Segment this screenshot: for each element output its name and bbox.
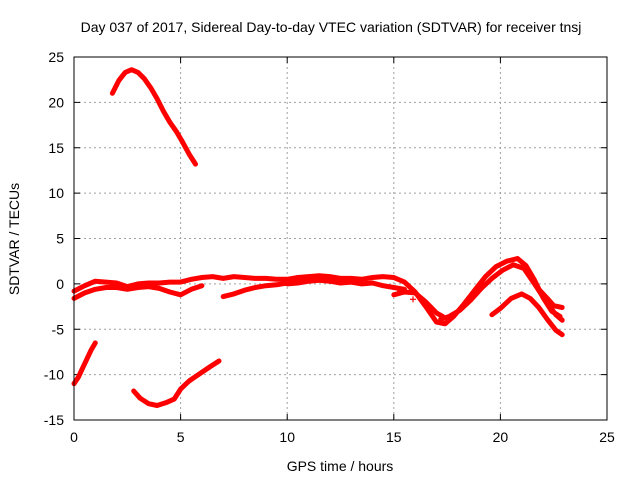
series-band-22-23-upper bbox=[536, 286, 565, 310]
data-point-marker bbox=[397, 288, 404, 295]
data-traces bbox=[71, 67, 565, 408]
series-band-10-15 bbox=[284, 277, 407, 292]
y-tick-label: -15 bbox=[44, 412, 64, 428]
y-tick-label: 25 bbox=[48, 49, 64, 65]
y-tick-label: 15 bbox=[48, 140, 64, 156]
y-tick-label: 0 bbox=[56, 276, 64, 292]
series-band-15-17 bbox=[391, 289, 446, 319]
y-tick-labels: -15 -10 -5 0 5 10 15 20 25 bbox=[44, 49, 64, 428]
x-tick-labels: 0 5 10 15 20 25 bbox=[70, 429, 615, 445]
series-band-17-23 bbox=[438, 262, 565, 323]
x-tick-label: 10 bbox=[279, 429, 295, 445]
grid bbox=[74, 57, 607, 420]
y-tick-label: -5 bbox=[52, 321, 65, 337]
y-tick-label: 20 bbox=[48, 94, 64, 110]
y-tick-label: 10 bbox=[48, 185, 64, 201]
x-tick-label: 25 bbox=[599, 429, 615, 445]
series-arc-high bbox=[109, 67, 198, 167]
y-tick-label: -10 bbox=[44, 367, 64, 383]
series-band-19-23 bbox=[489, 291, 565, 338]
data-point-marker bbox=[409, 296, 416, 303]
x-axis-label: GPS time / hours bbox=[287, 458, 394, 474]
series-main-trace bbox=[71, 256, 563, 327]
chart-title: Day 037 of 2017, Sidereal Day-to-day VTE… bbox=[81, 19, 582, 35]
y-axis-label: SDTVAR / TECUs bbox=[6, 183, 22, 295]
x-tick-label: 5 bbox=[177, 429, 185, 445]
series-arc-low-left bbox=[71, 340, 98, 387]
x-tick-label: 20 bbox=[493, 429, 509, 445]
x-tick-label: 15 bbox=[386, 429, 402, 445]
series-arc-low-mid bbox=[131, 358, 222, 408]
series-lower-band bbox=[71, 283, 205, 301]
y-tick-label: 5 bbox=[56, 231, 64, 247]
x-tick-label: 0 bbox=[70, 429, 78, 445]
plot-frame bbox=[73, 56, 608, 421]
